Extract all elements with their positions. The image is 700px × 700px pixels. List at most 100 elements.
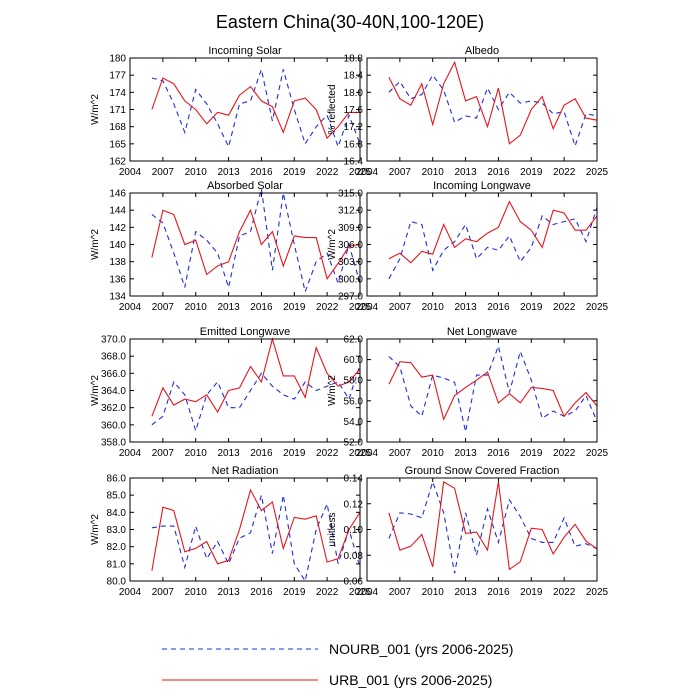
panel-incoming-longwave: Incoming Longwave W/m^2 2004 2007 2010 2013 20… bbox=[327, 180, 609, 313]
legend-label: URB_001 (yrs 2006-2025) bbox=[329, 672, 492, 688]
panel-title: Emitted Longwave bbox=[200, 326, 291, 338]
x-tick-label: 2004 bbox=[356, 587, 379, 598]
y-axis-label: W/m^2 bbox=[327, 229, 338, 260]
series-line-urb bbox=[151, 336, 361, 417]
legend: NOURB_001 (yrs 2006-2025) URB_001 (yrs 20… bbox=[162, 641, 513, 688]
x-tick-label: 2010 bbox=[185, 587, 208, 598]
y-tick-label: 368.0 bbox=[101, 352, 126, 363]
y-tick-label: 297.0 bbox=[338, 292, 363, 303]
x-tick-label: 2019 bbox=[283, 587, 306, 598]
series-line-nourb bbox=[388, 207, 598, 280]
x-tick-label: 2019 bbox=[283, 302, 306, 313]
panel-title: Incoming Solar bbox=[208, 45, 282, 57]
x-tick-label: 2022 bbox=[553, 302, 576, 313]
x-tick-label: 2022 bbox=[553, 587, 576, 598]
x-tick-label: 2013 bbox=[454, 302, 477, 313]
x-tick-label: 2010 bbox=[422, 448, 445, 459]
series-line-nourb bbox=[151, 188, 361, 294]
y-tick-label: 306.0 bbox=[338, 240, 363, 251]
series-line-urb bbox=[151, 488, 361, 571]
plot-frame bbox=[366, 57, 598, 162]
y-tick-label: 16.4 bbox=[344, 157, 364, 168]
x-tick-label: 2010 bbox=[422, 302, 445, 313]
y-tick-label: 180 bbox=[109, 54, 126, 65]
x-tick-label: 2007 bbox=[389, 587, 412, 598]
panel-net-longwave: Net Longwave W/m^2 2004 2007 2010 2013 2016 201… bbox=[327, 326, 609, 459]
x-tick-label: 2007 bbox=[152, 448, 175, 459]
series-line-nourb bbox=[151, 364, 361, 433]
y-axis-label: unitless bbox=[327, 513, 338, 547]
x-tick-label: 2007 bbox=[152, 167, 175, 178]
y-tick-label: 370.0 bbox=[101, 335, 126, 346]
x-tick-label: 2013 bbox=[217, 587, 240, 598]
series-line-urb bbox=[388, 481, 598, 571]
x-tick-label: 2016 bbox=[250, 587, 273, 598]
x-tick-label: 2007 bbox=[389, 448, 412, 459]
x-tick-label: 2013 bbox=[217, 167, 240, 178]
y-tick-label: 17.2 bbox=[344, 122, 364, 133]
y-tick-label: 82.0 bbox=[107, 542, 127, 553]
y-tick-label: 315.0 bbox=[338, 189, 363, 200]
y-axis-label: W/m^2 bbox=[90, 514, 101, 545]
y-tick-label: 300.0 bbox=[338, 274, 363, 285]
plot-frame bbox=[129, 192, 361, 297]
x-tick-label: 2025 bbox=[586, 302, 609, 313]
x-tick-label: 2013 bbox=[454, 448, 477, 459]
x-tick-label: 2022 bbox=[553, 448, 576, 459]
panel-net-radiation: Net Radiation W/m^2 2004 2007 2010 2013 2016 20… bbox=[90, 465, 372, 598]
y-tick-label: 81.0 bbox=[107, 559, 127, 570]
y-tick-label: 136 bbox=[109, 274, 126, 285]
panel-title: Ground Snow Covered Fraction bbox=[405, 465, 560, 477]
x-tick-label: 2013 bbox=[454, 587, 477, 598]
y-axis-label: W/m^2 bbox=[90, 229, 101, 260]
x-tick-label: 2019 bbox=[520, 587, 543, 598]
plot-frame bbox=[366, 477, 598, 582]
x-tick-label: 2025 bbox=[349, 448, 372, 459]
x-tick-label: 2013 bbox=[454, 167, 477, 178]
y-tick-label: 364.0 bbox=[101, 386, 126, 397]
plot-frame bbox=[366, 338, 598, 443]
y-tick-label: 18.0 bbox=[344, 88, 364, 99]
y-tick-label: 85.0 bbox=[107, 491, 127, 502]
panel-title: Incoming Longwave bbox=[433, 180, 531, 192]
panel-title: Net Radiation bbox=[212, 465, 279, 477]
y-tick-label: 138 bbox=[109, 257, 126, 268]
y-tick-label: 174 bbox=[109, 88, 126, 99]
y-tick-label: 62.0 bbox=[344, 335, 364, 346]
x-tick-label: 2016 bbox=[487, 587, 510, 598]
series-line-nourb bbox=[388, 480, 598, 574]
y-tick-label: 17.6 bbox=[344, 105, 364, 116]
y-tick-label: 162 bbox=[109, 157, 126, 168]
y-tick-label: 140 bbox=[109, 240, 126, 251]
x-tick-label: 2025 bbox=[349, 587, 372, 598]
y-tick-label: 80.0 bbox=[107, 577, 127, 588]
y-tick-label: 0.14 bbox=[344, 474, 364, 485]
series-line-nourb bbox=[151, 67, 361, 149]
y-tick-label: 144 bbox=[109, 206, 126, 217]
y-tick-label: 16.8 bbox=[344, 139, 364, 150]
panel-incoming-solar: Incoming Solar W/m^2 2004 2007 2010 2013 2016 2… bbox=[90, 45, 372, 178]
x-tick-label: 2004 bbox=[119, 302, 142, 313]
x-tick-label: 2007 bbox=[389, 167, 412, 178]
x-tick-label: 2004 bbox=[356, 448, 379, 459]
x-tick-label: 2016 bbox=[487, 167, 510, 178]
x-tick-label: 2025 bbox=[586, 448, 609, 459]
y-axis-label: % reflected bbox=[327, 84, 338, 134]
plot-frame bbox=[129, 338, 361, 443]
y-tick-label: 366.0 bbox=[101, 369, 126, 380]
x-tick-label: 2022 bbox=[316, 302, 339, 313]
y-tick-label: 52.0 bbox=[344, 438, 364, 449]
y-tick-label: 171 bbox=[109, 105, 126, 116]
plot-frame bbox=[129, 477, 361, 582]
x-tick-label: 2004 bbox=[119, 167, 142, 178]
x-tick-label: 2007 bbox=[389, 302, 412, 313]
y-tick-label: 168 bbox=[109, 122, 126, 133]
x-tick-label: 2016 bbox=[487, 448, 510, 459]
y-tick-label: 84.0 bbox=[107, 508, 127, 519]
x-tick-label: 2013 bbox=[217, 448, 240, 459]
x-tick-label: 2010 bbox=[185, 302, 208, 313]
x-tick-label: 2025 bbox=[349, 302, 372, 313]
x-tick-label: 2016 bbox=[250, 448, 273, 459]
y-tick-label: 0.06 bbox=[344, 577, 364, 588]
